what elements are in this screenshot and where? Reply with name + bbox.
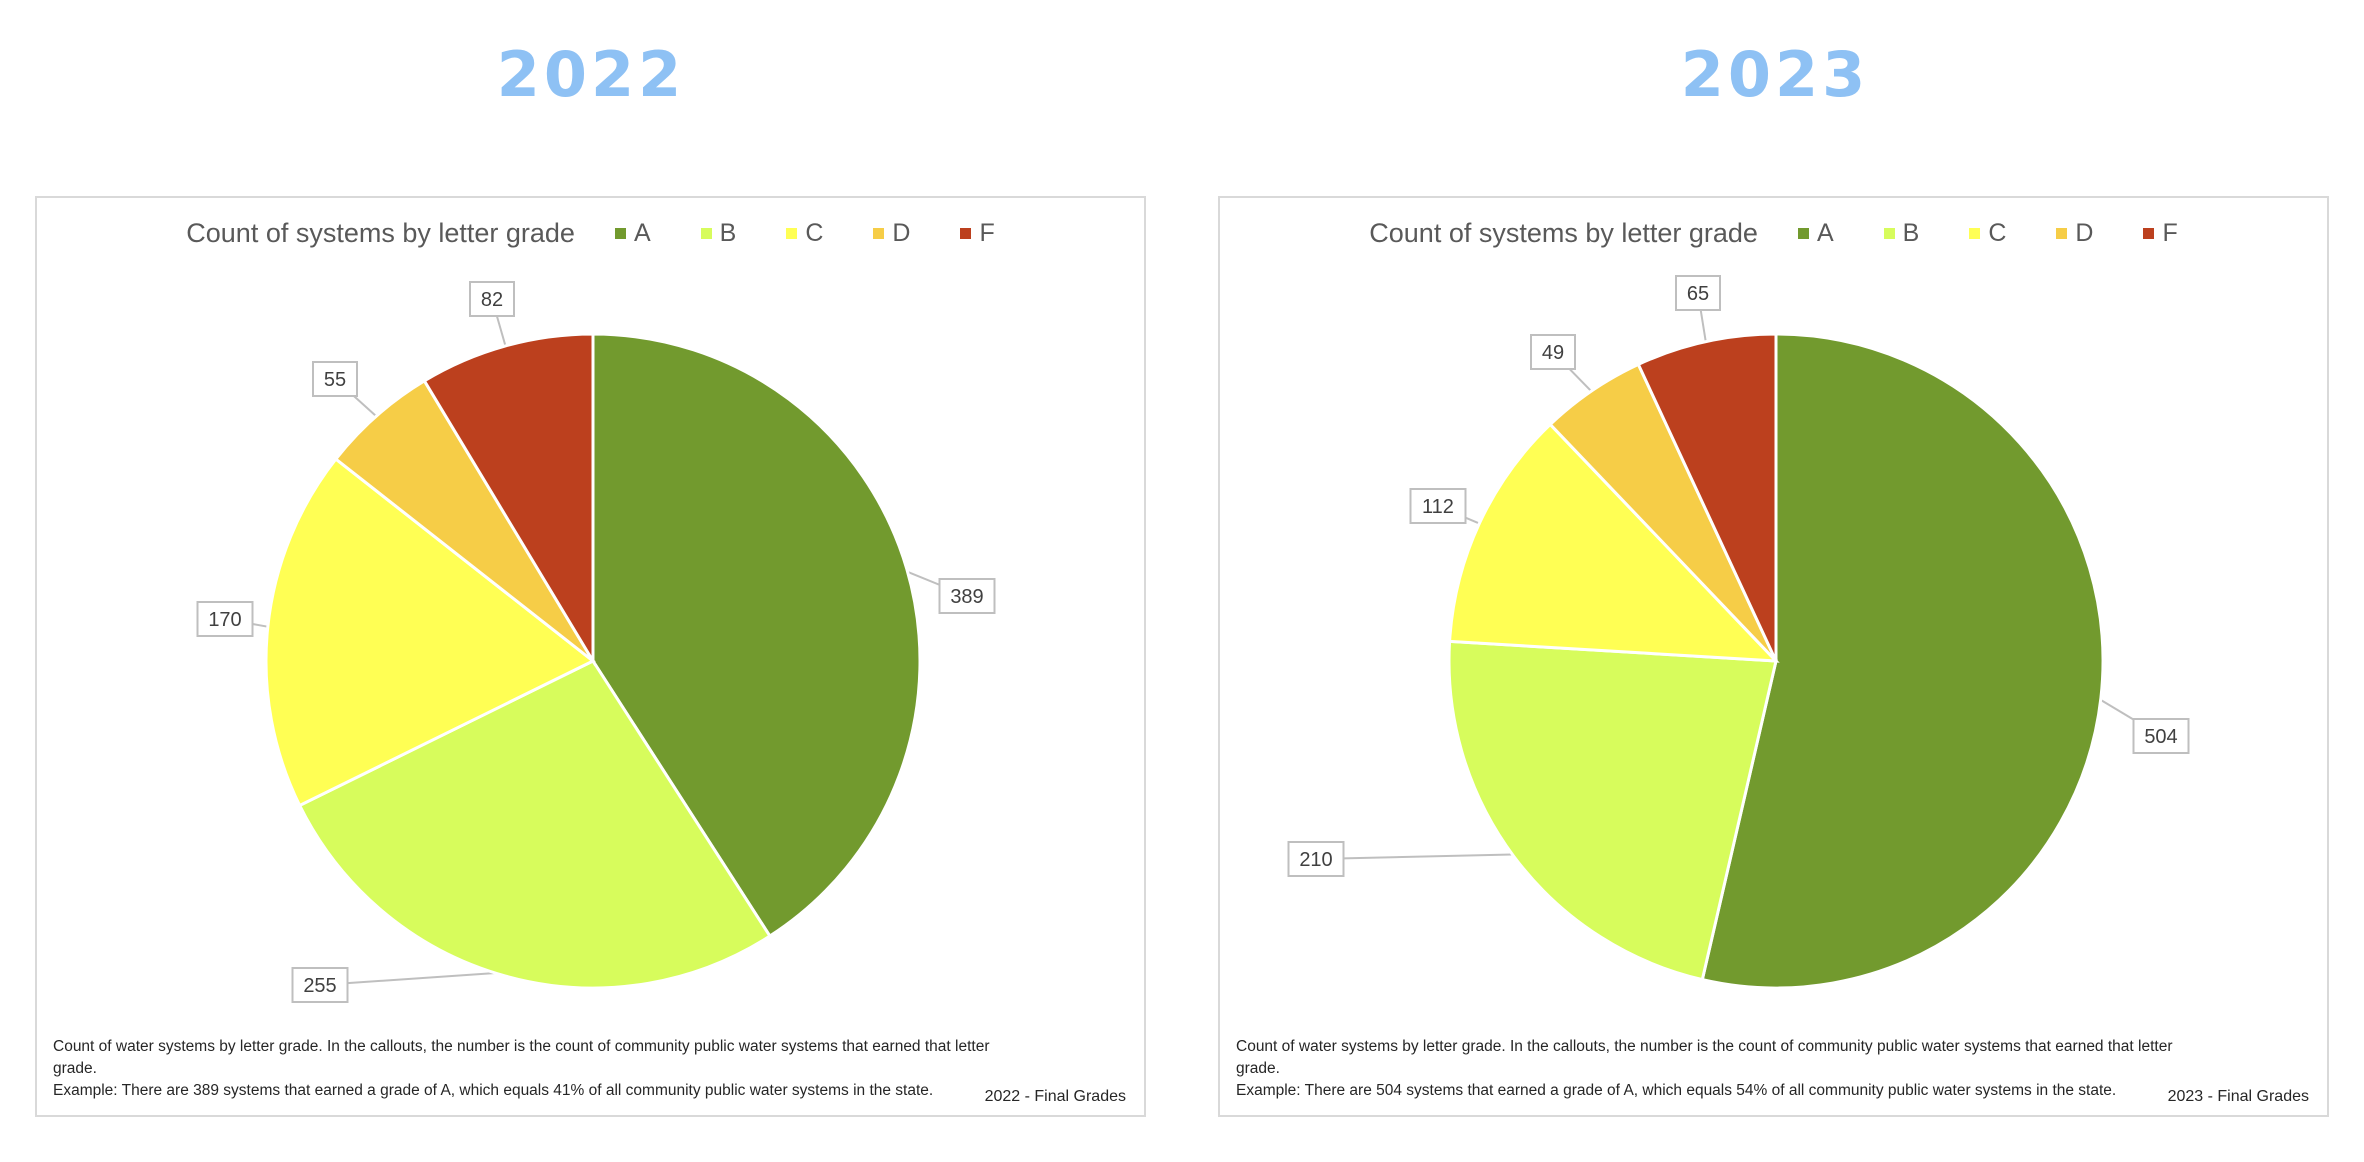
- callout-leader: [1315, 853, 1518, 860]
- chart-note: Count of water systems by letter grade. …: [53, 1036, 1013, 1102]
- legend-label: A: [1816, 219, 1834, 247]
- data-label-c: 112: [1422, 496, 1454, 518]
- legend-label: C: [805, 219, 824, 247]
- data-label-f: 65: [1687, 283, 1709, 305]
- pie-chart-2023: 504 210 112 49 65: [1287, 275, 2190, 990]
- legend-swatch: [1797, 228, 1809, 239]
- legend-item-d: D: [2056, 219, 2093, 248]
- legend-label: F: [2162, 219, 2178, 247]
- data-label-b: 210: [1299, 849, 1332, 871]
- data-label-d: 55: [324, 369, 346, 391]
- legend-swatch: [2056, 228, 2068, 239]
- callout-box: [938, 578, 996, 614]
- chart-panel-2023: 504 210 112 49 65 Count of systems by letter…: [1218, 196, 2329, 1117]
- callout-box: [2132, 718, 2190, 754]
- legend-item-a: A: [614, 219, 651, 248]
- legend-swatch: [1883, 228, 1895, 239]
- legend-label: C: [1988, 219, 2007, 247]
- note-line-2: Example: There are 389 systems that earn…: [53, 1082, 934, 1099]
- data-label-b: 255: [303, 975, 336, 997]
- chart-header: Count of systems by letter grade A B C D F: [1220, 218, 2327, 249]
- chart-title: Count of systems by letter grade: [186, 218, 575, 248]
- legend-label: A: [633, 219, 651, 247]
- legend-item-f: F: [2143, 219, 2178, 248]
- pie-chart-2022: 389 255 170 55 82: [196, 281, 996, 1003]
- callout-box: [1287, 841, 1345, 877]
- legend-label: F: [979, 219, 995, 247]
- pie-slice-f: [422, 332, 595, 667]
- legend-item-a: A: [1797, 219, 1834, 248]
- callout-leader: [319, 971, 507, 986]
- callout-box: [291, 967, 349, 1003]
- chart-title: Count of systems by letter grade: [1369, 218, 1758, 248]
- legend-swatch: [2143, 228, 2155, 239]
- chart-footer: 2022 - Final Grades: [984, 1088, 1126, 1105]
- year-heading-2023: 2023: [1680, 38, 1870, 111]
- note-line-2: Example: There are 504 systems that earn…: [1236, 1082, 2117, 1099]
- legend-swatch: [873, 228, 885, 239]
- legend-swatch: [614, 228, 626, 239]
- legend-item-b: B: [1883, 219, 1920, 248]
- data-label-d: 49: [1542, 342, 1564, 364]
- legend-item-c: C: [786, 219, 823, 248]
- legend-label: D: [2075, 219, 2094, 247]
- chart-header: Count of systems by letter grade A B C D F: [37, 218, 1144, 249]
- data-label-a: 504: [2144, 726, 2177, 748]
- pie-slice-a: [1700, 332, 2105, 990]
- note-line-1: Count of water systems by letter grade. …: [53, 1038, 990, 1077]
- chart-panel-2022: 389 255 170 55 82 Count of systems by letter…: [35, 196, 1146, 1117]
- callout-box: [1530, 334, 1576, 370]
- legend-swatch: [700, 228, 712, 239]
- data-label-c: 170: [208, 609, 241, 631]
- legend-swatch: [960, 228, 972, 239]
- pie-slice-b: [297, 659, 772, 990]
- callout-box: [312, 361, 358, 397]
- pie-slice-c: [1448, 422, 1780, 663]
- year-heading-2022: 2022: [496, 38, 686, 111]
- note-line-1: Count of water systems by letter grade. …: [1236, 1038, 2173, 1077]
- pie-slice-c: [264, 456, 596, 808]
- callout-box: [1409, 488, 1467, 524]
- legend-label: B: [719, 219, 737, 247]
- legend-item-b: B: [700, 219, 737, 248]
- legend-item-f: F: [960, 219, 995, 248]
- legend-item-c: C: [1969, 219, 2006, 248]
- callout-box: [469, 281, 515, 317]
- chart-footer: 2023 - Final Grades: [2167, 1088, 2309, 1105]
- data-label-a: 389: [950, 586, 983, 608]
- legend-label: D: [892, 219, 911, 247]
- legend-item-d: D: [873, 219, 910, 248]
- data-label-f: 82: [481, 289, 503, 311]
- callout-box: [1675, 275, 1721, 311]
- pie-slice-f: [1636, 332, 1778, 662]
- callout-box: [196, 601, 254, 637]
- legend-swatch: [1969, 228, 1981, 239]
- pie-slice-b: [1447, 639, 1778, 982]
- chart-note: Count of water systems by letter grade. …: [1236, 1036, 2196, 1102]
- legend-swatch: [786, 228, 798, 239]
- legend-label: B: [1902, 219, 1920, 247]
